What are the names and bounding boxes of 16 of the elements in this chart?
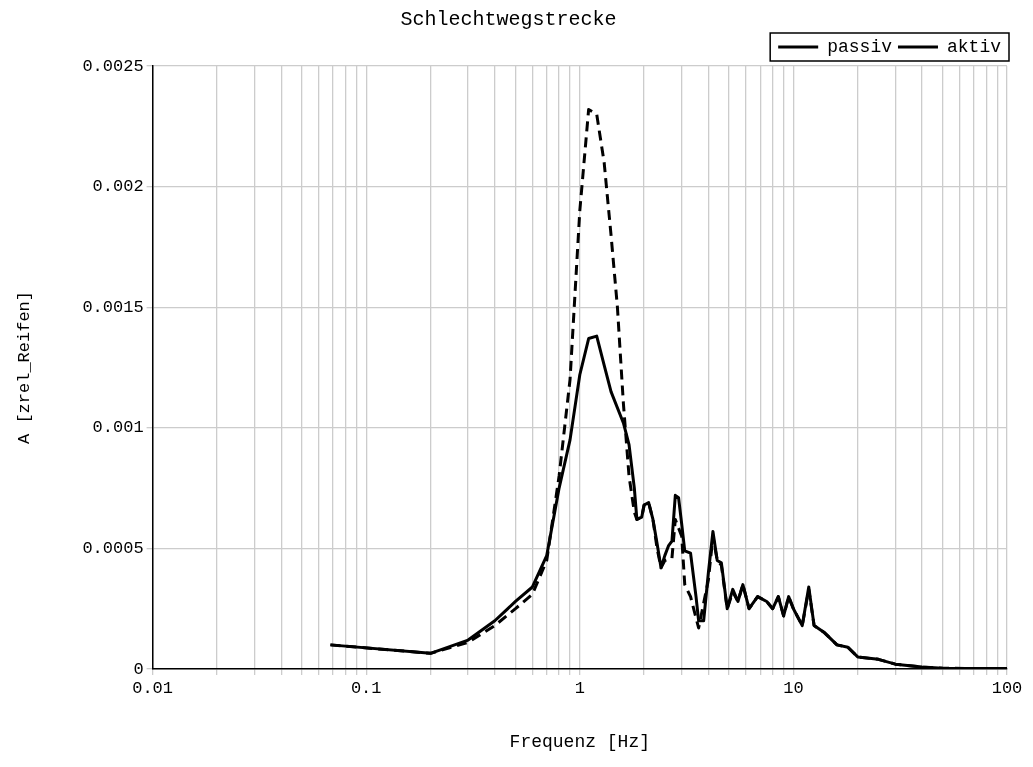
y-tick-label: 0.0015 [82, 297, 144, 317]
y-tick-label: 0.0025 [82, 56, 144, 76]
x-tick-label: 10 [783, 678, 804, 698]
y-tick-label: 0 [133, 659, 144, 679]
y-tick-label: 0.0005 [82, 538, 144, 558]
y-axis-title: A [zrel_Reifen] [14, 290, 34, 445]
legend-label: passiv [827, 36, 893, 57]
x-tick-label: 0.1 [350, 678, 382, 698]
x-axis-title: Frequenz [Hz] [509, 731, 651, 752]
chart-title: Schlechtwegstrecke [400, 8, 617, 32]
y-tick-label: 0.002 [92, 177, 144, 197]
legend-label: aktiv [946, 36, 1002, 57]
x-tick-label: 1 [574, 678, 585, 698]
x-tick-label: 0.01 [132, 678, 174, 698]
y-tick-label: 0.001 [92, 418, 144, 438]
x-tick-label: 100 [991, 678, 1023, 698]
